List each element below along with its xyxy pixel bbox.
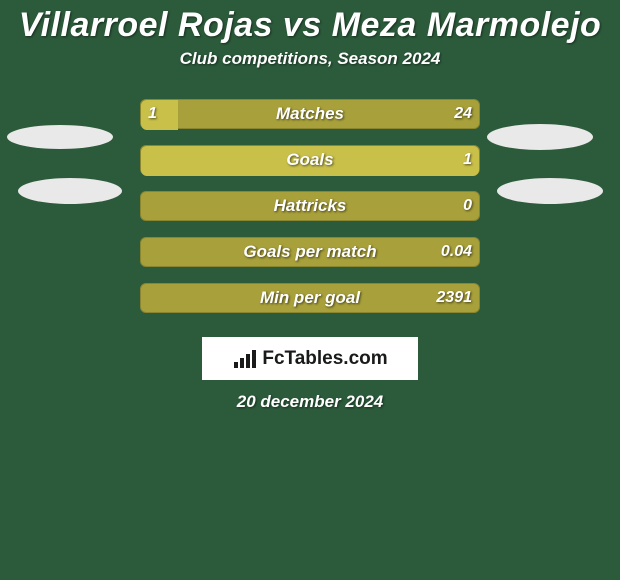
brand-text: FcTables.com bbox=[262, 348, 387, 370]
stat-row: Min per goal2391 bbox=[0, 283, 620, 329]
bar-track bbox=[140, 145, 480, 175]
stat-value-right: 1 bbox=[463, 145, 472, 175]
stat-value-right: 2391 bbox=[436, 283, 472, 313]
bar-track bbox=[140, 99, 480, 129]
placeholder-oval bbox=[487, 124, 593, 150]
placeholder-oval bbox=[18, 178, 122, 204]
bar-track bbox=[140, 191, 480, 221]
bar-chart-icon bbox=[232, 348, 258, 370]
brand-box: FcTables.com bbox=[202, 337, 418, 380]
stat-value-left: 1 bbox=[148, 99, 157, 129]
placeholder-oval bbox=[7, 125, 113, 149]
bar-fill bbox=[141, 100, 178, 130]
page-title: Villarroel Rojas vs Meza Marmolejo bbox=[0, 0, 620, 49]
stat-value-right: 0.04 bbox=[441, 237, 472, 267]
page-subtitle: Club competitions, Season 2024 bbox=[0, 49, 620, 69]
placeholder-oval bbox=[497, 178, 603, 204]
stat-value-right: 24 bbox=[454, 99, 472, 129]
bar-fill bbox=[141, 146, 479, 176]
comparison-infographic: Villarroel Rojas vs Meza Marmolejo Club … bbox=[0, 0, 620, 580]
bar-track bbox=[140, 237, 480, 267]
bar-track bbox=[140, 283, 480, 313]
date-text: 20 december 2024 bbox=[0, 392, 620, 412]
stat-value-right: 0 bbox=[463, 191, 472, 221]
stat-row: Goals per match0.04 bbox=[0, 237, 620, 283]
